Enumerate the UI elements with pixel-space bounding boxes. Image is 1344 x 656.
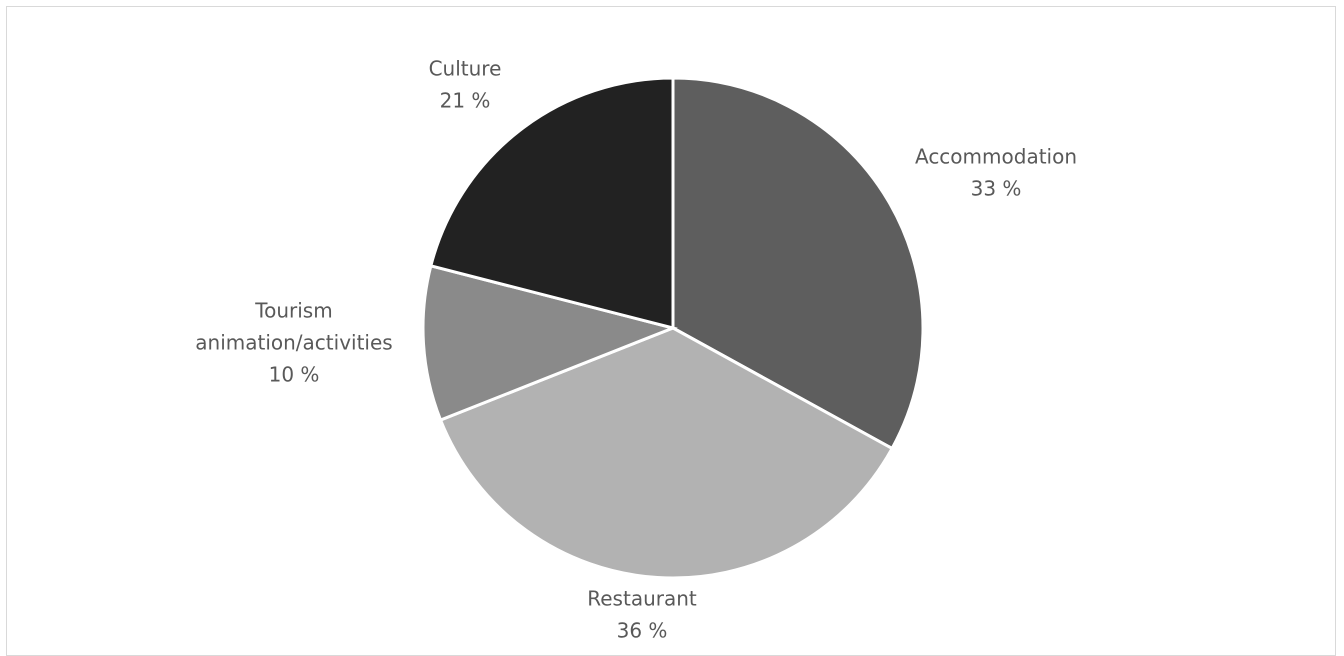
pie-slice-accommodation [671,76,925,451]
pie-slice-tourism-animation-activities [421,264,678,422]
pie-data-labels: Accommodation 33 % Restaurant 36 % Tourism an… [195,57,1077,643]
data-label-category: Accommodation [915,145,1077,169]
data-label-percent: 36 % [617,619,668,643]
data-label-accommodation: Accommodation 33 % [915,145,1077,201]
data-label-category: Tourism [254,299,332,323]
data-label-percent: 21 % [440,89,491,113]
data-label-culture: Culture 21 % [429,57,502,113]
pie-slices [421,76,925,580]
data-label-category: Culture [429,57,502,81]
data-label-category: animation/activities [195,331,392,355]
pie-slice-culture [429,76,675,330]
data-label-restaurant: Restaurant 36 % [587,587,697,643]
data-label-percent: 33 % [971,177,1022,201]
data-label-percent: 10 % [269,363,320,387]
data-label-tourism-animation-activities: Tourism animation/activities 10 % [195,299,392,387]
data-label-category: Restaurant [587,587,697,611]
pie-slice-restaurant [438,326,895,580]
